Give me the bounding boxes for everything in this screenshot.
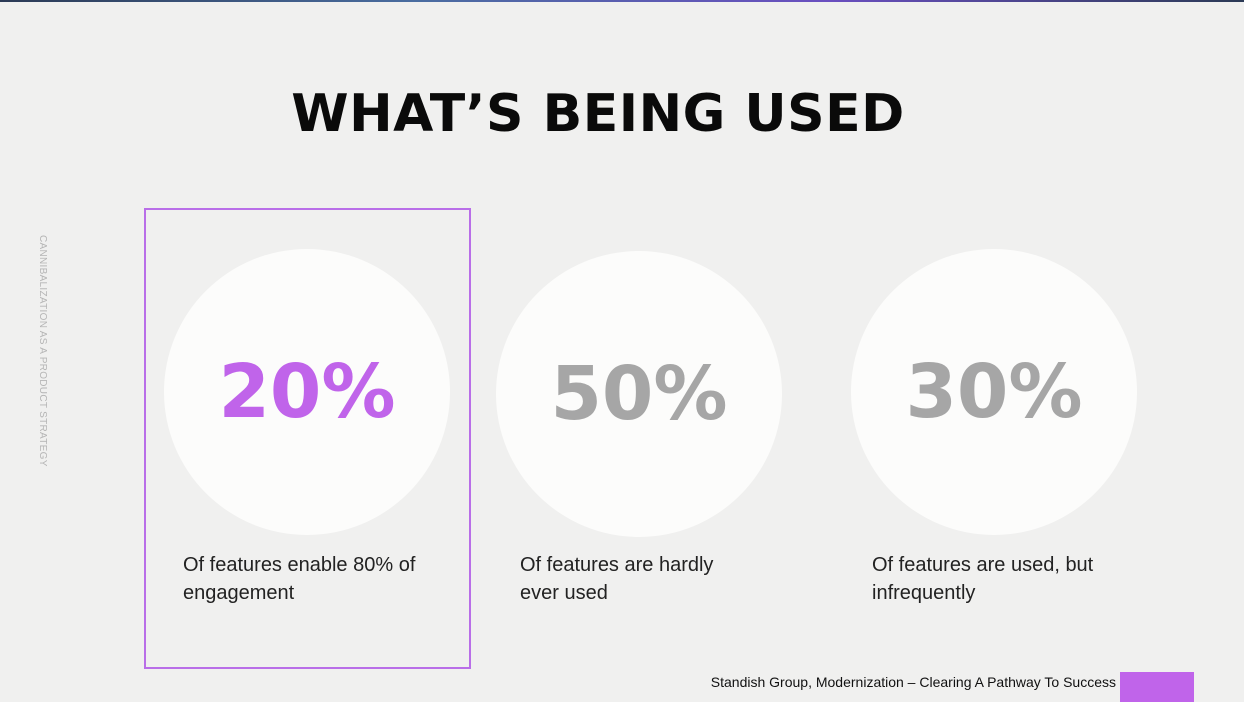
stat-circle: 50% (496, 251, 782, 537)
description-line: engagement (183, 582, 295, 604)
stat-value: 30% (905, 349, 1083, 435)
stat-description: Of features are used, but infrequently (872, 551, 1093, 607)
description-line: ever used (520, 582, 608, 604)
description-line: Of features are used, but (872, 554, 1094, 576)
top-bar (0, 0, 1244, 2)
accent-block (1120, 672, 1194, 702)
description-line: Of features are hardly (520, 554, 714, 576)
highlight-frame (144, 208, 471, 669)
side-label: CANNIBALIZATION AS A PRODUCT STRATEGY (37, 235, 48, 467)
stat-value: 20% (218, 349, 396, 435)
stat-value: 50% (550, 351, 728, 437)
source-note: Standish Group, Modernization – Clearing… (710, 674, 1116, 690)
stat-circle: 30% (851, 249, 1137, 535)
stat-circle: 20% (164, 249, 450, 535)
stat-description: Of features are hardly ever used (520, 551, 713, 607)
description-line: infrequently (872, 582, 976, 604)
slide-title: WHAT’S BEING USED (291, 84, 905, 144)
description-line: Of features enable 80% of (183, 554, 416, 576)
stat-description: Of features enable 80% of engagement (183, 551, 415, 607)
